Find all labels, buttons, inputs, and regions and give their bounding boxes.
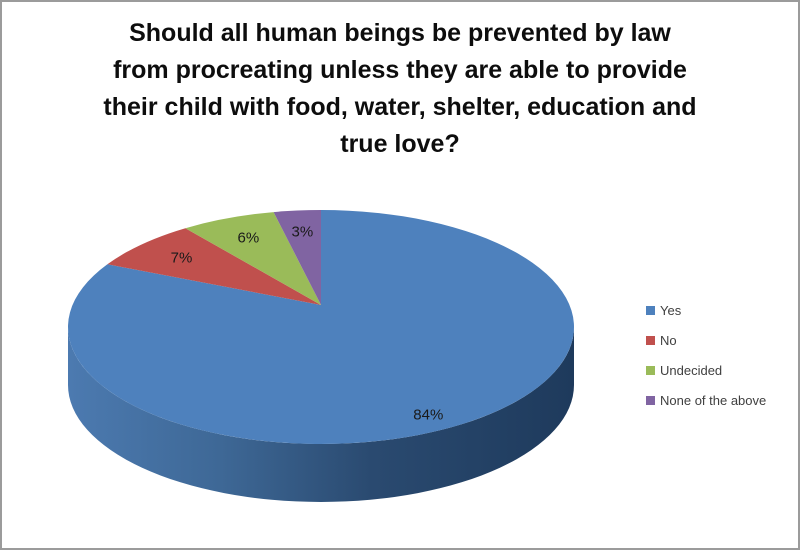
slice-label-no: 7% bbox=[171, 250, 193, 267]
pie-data-labels: 84% 7% 6% 3% bbox=[171, 223, 444, 423]
legend-item[interactable]: Yes bbox=[646, 295, 766, 325]
pie-side-wall bbox=[68, 327, 574, 502]
legend-swatch bbox=[646, 305, 655, 315]
pie-slice-no[interactable] bbox=[107, 228, 322, 305]
slice-label-none-of-the-above: 3% bbox=[292, 223, 314, 240]
legend-swatch bbox=[646, 335, 655, 345]
slice-label-undecided: 6% bbox=[238, 229, 260, 246]
pie-slice-undecided[interactable] bbox=[185, 212, 321, 305]
legend-label: Undecided bbox=[660, 362, 723, 378]
slice-label-yes: 84% bbox=[413, 407, 443, 424]
pie-slice-none-of-the-above[interactable] bbox=[273, 210, 321, 305]
chart-title-line: Should all human beings be prevented by … bbox=[129, 19, 671, 47]
legend-label: No bbox=[660, 332, 677, 348]
legend-label: None of the above bbox=[660, 392, 767, 408]
legend-item[interactable]: None of the above bbox=[646, 385, 766, 415]
chart-title-line: from procreating unless they are able to… bbox=[113, 56, 687, 84]
pie-slice-yes[interactable] bbox=[68, 210, 575, 444]
chart-title: Should all human beings be prevented by … bbox=[2, 15, 798, 163]
legend: Yes No Undecided None of the above bbox=[646, 295, 766, 415]
legend-swatch bbox=[646, 395, 655, 405]
legend-label: Yes bbox=[660, 302, 682, 318]
legend-item[interactable]: Undecided bbox=[646, 355, 766, 385]
pie-slices bbox=[68, 210, 575, 444]
legend-swatch bbox=[646, 365, 655, 375]
pie-3d-side bbox=[68, 327, 574, 502]
legend-item[interactable]: No bbox=[646, 325, 766, 355]
chart-title-line: their child with food, water, shelter, e… bbox=[103, 93, 697, 121]
chart-title-line: true love? bbox=[340, 130, 460, 158]
